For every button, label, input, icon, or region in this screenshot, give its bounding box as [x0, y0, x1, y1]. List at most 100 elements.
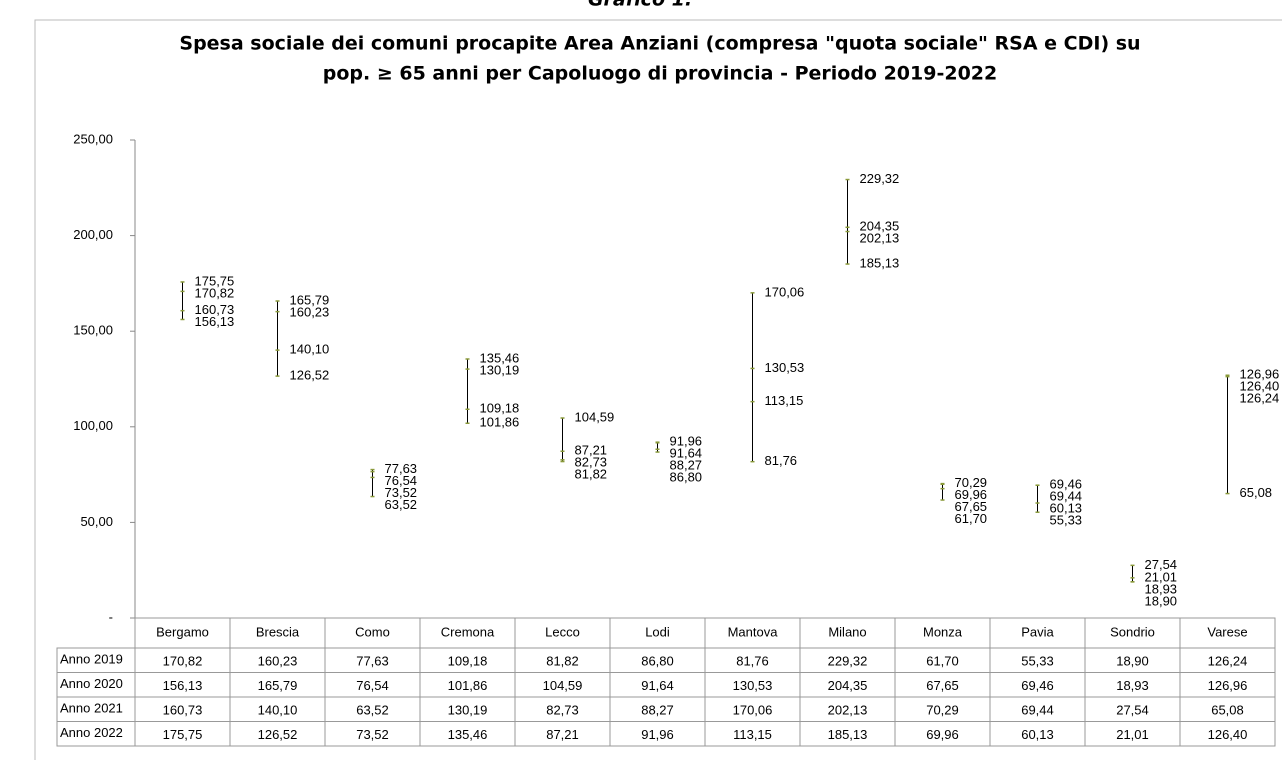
- data-label: 101,86: [480, 415, 520, 430]
- table-cell: 67,65: [926, 678, 959, 693]
- table-cell: 126,40: [1208, 727, 1248, 742]
- table-column-label: Como: [355, 624, 390, 639]
- table-cell: 61,70: [926, 654, 959, 669]
- data-label: 109,18: [480, 401, 520, 416]
- table-cell: 81,76: [736, 654, 769, 669]
- table-cell: 165,79: [258, 678, 298, 693]
- data-label: 185,13: [860, 255, 900, 270]
- data-label: 65,08: [1240, 485, 1273, 500]
- table-cell: 76,54: [356, 678, 389, 693]
- table-cell: 91,64: [641, 678, 674, 693]
- data-label: 91,64: [670, 446, 703, 461]
- table-row-label: Anno 2020: [60, 676, 123, 691]
- table-cell: 65,08: [1211, 703, 1244, 718]
- chart-heading: Grafico 1.: [588, 0, 692, 11]
- table-cell: 18,90: [1116, 654, 1149, 669]
- table-column-label: Sondrio: [1110, 624, 1155, 639]
- table-cell: 170,82: [163, 654, 203, 669]
- data-label: 126,96: [1240, 367, 1280, 382]
- table-column-label: Lodi: [645, 624, 670, 639]
- table-cell: 113,15: [733, 727, 772, 742]
- data-label: 69,96: [955, 487, 988, 502]
- table-cell: 86,80: [641, 654, 674, 669]
- y-tick-label: 100,00: [73, 418, 113, 433]
- data-label: 82,73: [575, 455, 608, 470]
- table-cell: 135,46: [448, 727, 488, 742]
- table-cell: 88,27: [641, 703, 674, 718]
- data-label: 170,06: [765, 284, 805, 299]
- table-column-label: Lecco: [545, 624, 580, 639]
- data-label: 104,59: [575, 409, 615, 424]
- y-tick-label: 150,00: [73, 323, 113, 338]
- data-label: 86,80: [670, 470, 703, 485]
- table-cell: 77,63: [356, 654, 389, 669]
- table-cell: 140,10: [258, 703, 298, 718]
- data-label: 130,19: [480, 362, 520, 377]
- data-label: 175,75: [195, 273, 235, 288]
- data-label: 130,53: [765, 360, 805, 375]
- table-cell: 160,23: [258, 654, 298, 669]
- table-column-label: Bergamo: [156, 624, 209, 639]
- data-label: 21,01: [1145, 569, 1178, 584]
- table-row-label: Anno 2021: [60, 701, 123, 716]
- data-label: 165,79: [290, 292, 330, 307]
- data-label: 88,27: [670, 458, 703, 473]
- table-column-label: Monza: [923, 624, 963, 639]
- data-label: 204,35: [860, 219, 900, 234]
- data-label: 156,13: [195, 314, 235, 329]
- data-label: 70,29: [955, 475, 988, 490]
- data-label: 202,13: [860, 231, 900, 246]
- table-cell: 202,13: [828, 703, 868, 718]
- table-cell: 104,59: [543, 678, 583, 693]
- table-column-label: Cremona: [441, 624, 495, 639]
- data-label: 126,52: [290, 368, 330, 383]
- table-cell: 70,29: [926, 703, 959, 718]
- table-cell: 204,35: [828, 678, 868, 693]
- table-cell: 229,32: [828, 654, 868, 669]
- data-label: 69,46: [1050, 477, 1083, 492]
- data-label: 81,82: [575, 467, 608, 482]
- table-cell: 130,53: [733, 678, 773, 693]
- table-column-label: Pavia: [1021, 624, 1054, 639]
- table-cell: 185,13: [828, 727, 868, 742]
- table-cell: 82,73: [546, 703, 579, 718]
- data-label: 77,63: [385, 461, 418, 476]
- table-row-label: Anno 2022: [60, 725, 123, 740]
- table-cell: 27,54: [1116, 703, 1149, 718]
- table-column-label: Varese: [1207, 624, 1247, 639]
- data-label: 91,96: [670, 434, 703, 449]
- table-column-label: Brescia: [256, 624, 300, 639]
- table-column-label: Milano: [828, 624, 866, 639]
- chart-frame: [34, 19, 1282, 760]
- data-label: 55,33: [1050, 513, 1083, 528]
- data-label: 18,90: [1145, 593, 1178, 608]
- data-label: 69,44: [1050, 489, 1083, 504]
- data-label: 126,40: [1240, 379, 1280, 394]
- data-label: 63,52: [385, 497, 418, 512]
- table-cell: 126,96: [1208, 678, 1248, 693]
- table-cell: 130,19: [448, 703, 488, 718]
- table-cell: 18,93: [1116, 678, 1149, 693]
- data-label: 140,10: [290, 342, 330, 357]
- chart-title: Spesa sociale dei comuni procapite Area …: [179, 33, 1140, 55]
- data-label: 61,70: [955, 511, 988, 526]
- data-label: 87,21: [575, 443, 608, 458]
- y-tick-label: -: [109, 609, 113, 624]
- data-label: 113,15: [765, 393, 804, 408]
- table-cell: 60,13: [1021, 727, 1054, 742]
- data-label: 126,24: [1240, 391, 1280, 406]
- table-row-label: Anno 2019: [60, 652, 123, 667]
- data-label: 73,52: [385, 485, 418, 500]
- table-cell: 73,52: [356, 727, 389, 742]
- table-cell: 101,86: [448, 678, 488, 693]
- table-cell: 87,21: [546, 727, 579, 742]
- table-cell: 69,46: [1021, 678, 1054, 693]
- data-label: 67,65: [955, 499, 988, 514]
- table-cell: 109,18: [448, 654, 488, 669]
- data-label: 60,13: [1050, 501, 1083, 516]
- y-tick-label: 50,00: [80, 514, 113, 529]
- table-cell: 126,24: [1208, 654, 1248, 669]
- data-label: 135,46: [480, 350, 520, 365]
